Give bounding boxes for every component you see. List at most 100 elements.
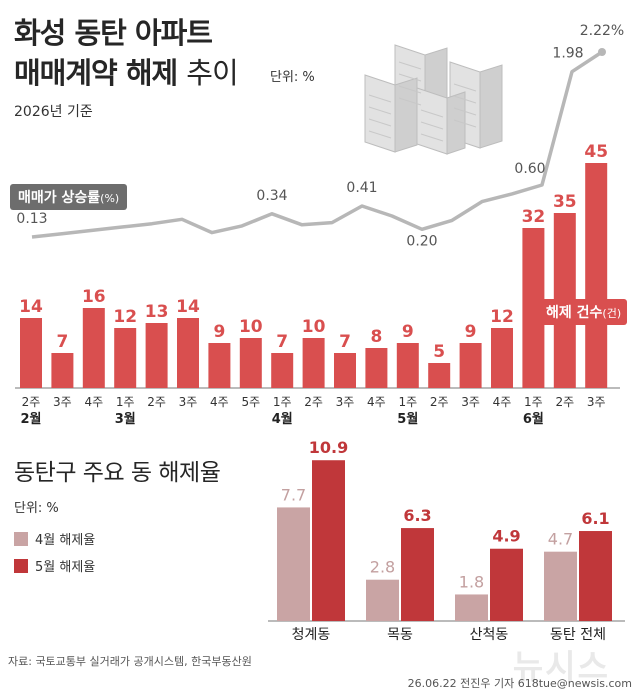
title-line-1: 화성 동탄 아파트 <box>14 16 213 50</box>
month-tick-label: 5월 <box>397 411 418 427</box>
rate-line <box>31 50 603 239</box>
count-bar <box>20 318 42 388</box>
count-bar <box>585 163 608 388</box>
title-line-2-main: 매매계약 해제 <box>14 56 178 90</box>
count-bar-label: 9 <box>465 322 477 342</box>
week-tick-label: 2주 <box>22 395 41 409</box>
april-rate-bar <box>277 507 310 621</box>
week-tick-label: 4주 <box>84 395 103 409</box>
count-bar-label: 32 <box>522 207 546 227</box>
week-tick-label: 4주 <box>210 395 229 409</box>
rate-end-marker <box>598 48 606 56</box>
count-bar-label: 45 <box>584 142 608 162</box>
count-bar <box>396 343 419 388</box>
week-tick-label: 5주 <box>241 395 260 409</box>
legend-may: 5월 해제율 <box>14 556 95 575</box>
rate-data-label: 2.22% <box>580 23 624 39</box>
count-bar-label: 12 <box>113 307 137 327</box>
may-rate-label: 6.3 <box>403 506 431 525</box>
count-bar <box>208 343 231 388</box>
count-bar <box>271 353 294 388</box>
unit-label-top: 단위: % <box>270 70 315 85</box>
count-bar-label: 14 <box>19 297 43 317</box>
count-bar-label: 7 <box>339 332 351 352</box>
section-2-title: 동탄구 주요 동 해제율 <box>14 460 221 486</box>
count-bar-label: 10 <box>302 317 326 337</box>
week-tick-label: 2주 <box>147 395 166 409</box>
may-rate-label: 10.9 <box>309 438 348 457</box>
legend-april: 4월 해제율 <box>14 529 95 548</box>
district-tick-label: 동탄 전체 <box>550 627 606 643</box>
week-tick-label: 4주 <box>367 395 386 409</box>
unit-label-bottom: 단위: % <box>14 501 59 516</box>
week-tick-label: 3주 <box>461 395 480 409</box>
april-rate-bar <box>366 579 399 621</box>
week-tick-label: 3주 <box>179 395 198 409</box>
district-tick-label: 목동 <box>387 627 413 643</box>
rate-data-label: 0.60 <box>514 161 545 177</box>
may-rate-label: 4.9 <box>492 527 520 546</box>
credit-note: 26.06.22 전진우 기자 618tue@newsis.com <box>407 677 632 690</box>
count-bar <box>365 348 388 388</box>
april-rate-bar <box>544 551 577 621</box>
may-rate-label: 6.1 <box>581 509 609 528</box>
count-bar-label: 12 <box>490 307 514 327</box>
count-bar-label: 9 <box>402 322 414 342</box>
count-bar <box>334 353 356 388</box>
count-bar-label: 35 <box>553 192 577 212</box>
basis-label: 2026년 기준 <box>14 104 93 120</box>
count-bar <box>145 323 168 388</box>
month-tick-label: 4월 <box>272 411 293 427</box>
district-tick-label: 청계동 <box>292 627 331 643</box>
april-rate-label: 2.8 <box>370 558 395 577</box>
april-rate-label: 7.7 <box>281 485 306 504</box>
count-bar-label: 13 <box>145 302 169 322</box>
legend-april-label: 4월 해제율 <box>35 533 96 548</box>
legend-may-label: 5월 해제율 <box>35 560 96 575</box>
month-tick-label: 2월 <box>20 411 41 427</box>
count-bar <box>239 338 262 388</box>
count-bar <box>302 338 325 388</box>
week-tick-label: 1주 <box>116 395 135 409</box>
rate-data-label: 1.98 <box>552 46 583 62</box>
count-series-badge: 해제 건수(건) <box>540 299 628 325</box>
legend-april-swatch <box>14 531 28 546</box>
may-rate-bar <box>312 460 345 621</box>
count-bar-label: 16 <box>82 287 106 307</box>
week-tick-label: 3주 <box>53 395 72 409</box>
count-bar <box>428 363 451 388</box>
count-bar <box>459 343 482 388</box>
district-tick-label: 산척동 <box>470 627 509 643</box>
month-tick-label: 3월 <box>115 411 136 427</box>
rate-data-label: 0.34 <box>256 188 287 204</box>
rate-data-label: 0.20 <box>406 233 437 249</box>
april-rate-bar <box>455 594 488 621</box>
may-rate-bar <box>579 531 612 621</box>
count-bar <box>82 308 105 388</box>
may-rate-bar <box>401 528 434 621</box>
count-bar <box>51 353 74 388</box>
count-bar <box>177 318 199 388</box>
rate-data-label: 0.13 <box>16 211 47 227</box>
week-tick-label: 2주 <box>304 395 323 409</box>
count-bar <box>522 228 545 388</box>
count-series-label: 해제 건수 <box>546 305 603 321</box>
title-line-2-suffix: 추이 <box>186 56 238 90</box>
count-bar-label: 10 <box>239 317 263 337</box>
watermark-logo: 뉴시스 <box>512 647 610 686</box>
count-bar-label: 14 <box>176 297 200 317</box>
week-tick-label: 3주 <box>587 395 606 409</box>
april-rate-label: 1.8 <box>459 572 484 591</box>
rate-series-label: 매매가 상승률 <box>18 190 101 206</box>
may-rate-bar <box>490 548 523 621</box>
count-series-unit: (건) <box>602 307 622 320</box>
week-tick-label: 1주 <box>524 395 543 409</box>
apartment-buildings-icon <box>364 44 503 155</box>
week-tick-label: 1주 <box>273 395 292 409</box>
week-tick-label: 1주 <box>398 395 417 409</box>
count-bar-label: 5 <box>433 342 445 362</box>
rate-data-label: 0.41 <box>346 180 377 196</box>
week-tick-label: 3주 <box>336 395 355 409</box>
